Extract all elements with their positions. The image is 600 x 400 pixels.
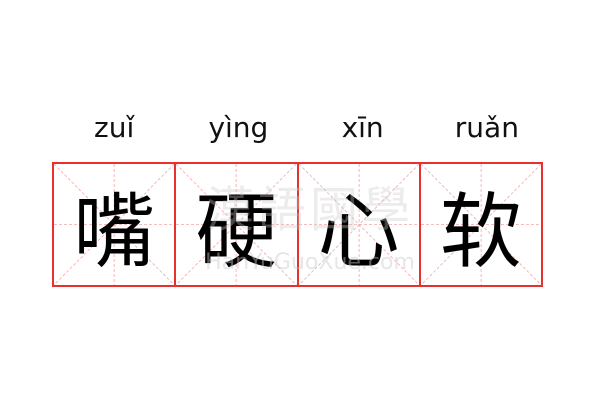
character-2: 硬 [195, 185, 278, 280]
character-grid: 嘴 硬 心 软 [52, 162, 549, 287]
pinyin-row: zuǐ yìng xīn ruǎn [52, 108, 549, 148]
character-cell: 硬 [174, 162, 299, 287]
tian-grid-guides [421, 164, 541, 285]
character-cell: 心 [296, 162, 421, 287]
tian-grid-guides [54, 164, 174, 285]
pinyin-2: yìng [208, 111, 269, 144]
pinyin-4: ruǎn [454, 111, 519, 144]
character-4: 软 [439, 185, 522, 280]
pinyin-3: xīn [341, 111, 384, 144]
character-cell: 嘴 [52, 162, 177, 287]
pinyin-1: zuǐ [94, 111, 135, 144]
character-1: 嘴 [73, 185, 156, 280]
character-3: 心 [317, 185, 400, 280]
tian-grid-guides [176, 164, 296, 285]
character-cell: 软 [418, 162, 543, 287]
tian-grid-guides [299, 164, 419, 285]
